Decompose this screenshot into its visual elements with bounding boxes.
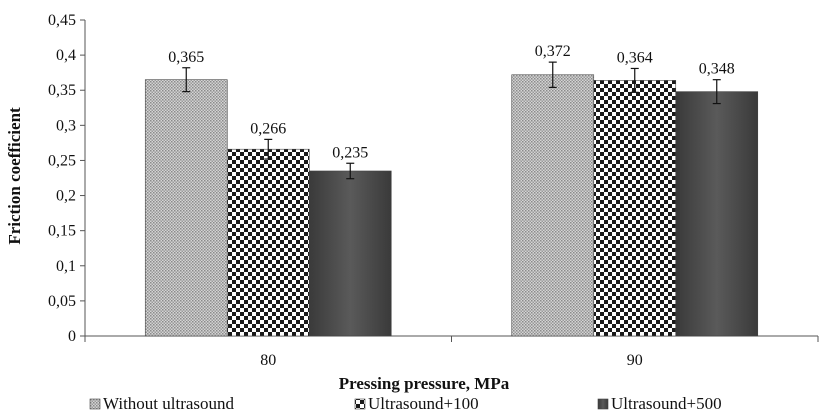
y-tick-label: 0,3 bbox=[56, 117, 76, 134]
bars bbox=[144, 74, 759, 337]
bar bbox=[511, 74, 595, 337]
y-tick-label: 0,2 bbox=[56, 188, 76, 205]
y-tick-label: 0,35 bbox=[48, 82, 76, 99]
x-axis-ticks: 80 90 bbox=[84, 336, 819, 369]
legend-swatch bbox=[597, 398, 609, 410]
data-labels: 0,365 0,372 0,266 0,364 0,235 0,348 bbox=[168, 43, 735, 161]
y-tick-label: 0,05 bbox=[48, 293, 76, 310]
data-label: 0,372 bbox=[535, 43, 571, 60]
legend-swatch bbox=[89, 398, 101, 410]
y-axis-ticks: 0 0,05 0,1 0,15 0,2 0,25 0,3 0,35 0,4 0,45 bbox=[48, 12, 85, 345]
legend: Without ultrasound Ultrasound+100 Ultrasou… bbox=[89, 394, 722, 413]
bar bbox=[226, 148, 310, 337]
data-label: 0,365 bbox=[168, 49, 204, 66]
data-label: 0,266 bbox=[250, 120, 286, 137]
y-tick-label: 0,1 bbox=[56, 258, 76, 275]
bar bbox=[593, 80, 677, 337]
error-bars bbox=[182, 61, 721, 180]
data-label: 0,348 bbox=[699, 61, 735, 78]
y-axis-title: Friction coefficient bbox=[5, 107, 24, 245]
data-label: 0,364 bbox=[617, 49, 653, 66]
legend-label: Ultrasound+500 bbox=[611, 394, 722, 413]
legend-swatch bbox=[354, 398, 366, 410]
y-tick-label: 0,45 bbox=[48, 12, 76, 29]
y-tick-label: 0 bbox=[68, 328, 76, 345]
legend-label: Without ultrasound bbox=[103, 394, 235, 413]
bar bbox=[675, 91, 759, 337]
bar bbox=[144, 79, 228, 337]
bar bbox=[308, 170, 392, 337]
legend-label: Ultrasound+100 bbox=[368, 394, 479, 413]
x-tick-label: 80 bbox=[260, 352, 276, 369]
x-tick-label: 90 bbox=[627, 352, 643, 369]
y-tick-label: 0,4 bbox=[56, 47, 76, 64]
data-label: 0,235 bbox=[332, 144, 368, 161]
y-tick-label: 0,15 bbox=[48, 223, 76, 240]
y-tick-label: 0,25 bbox=[48, 152, 76, 169]
x-axis-title: Pressing pressure, MPa bbox=[339, 374, 510, 393]
